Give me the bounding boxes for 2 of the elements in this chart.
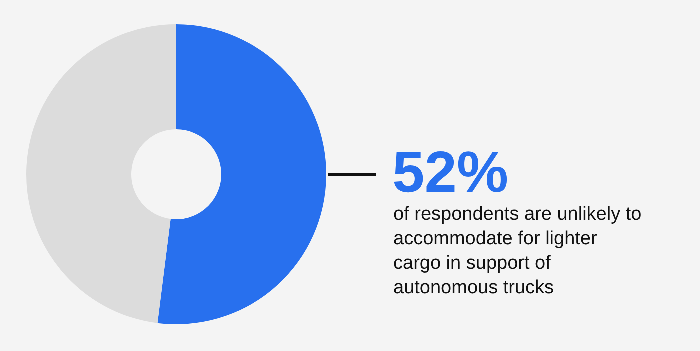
text: of respondents are unlikely to accommodate for lighter cargo in support of autonomous trucks <box>394 204 642 298</box>
data-label: 52% <box>392 140 509 205</box>
